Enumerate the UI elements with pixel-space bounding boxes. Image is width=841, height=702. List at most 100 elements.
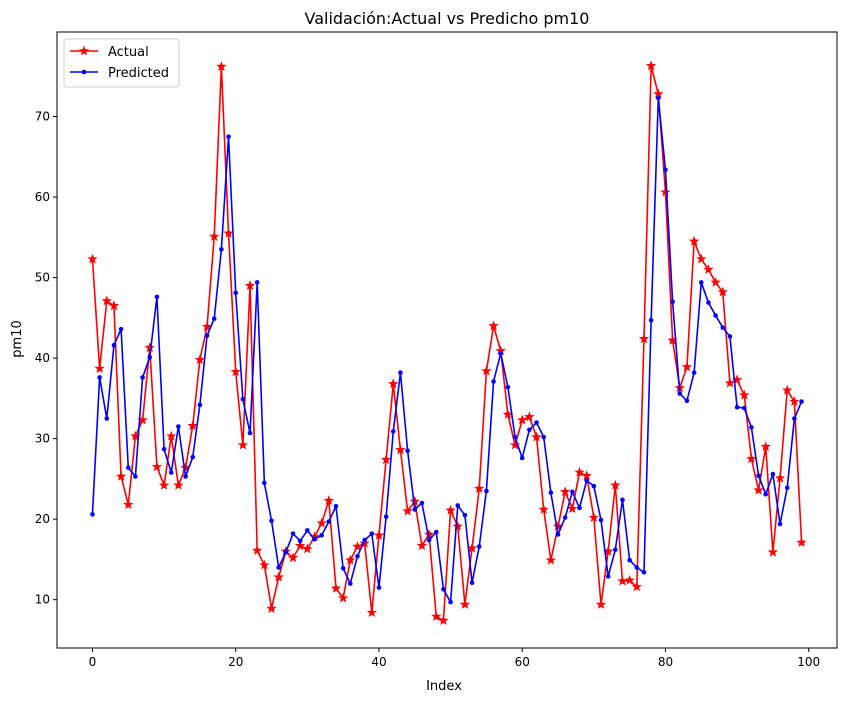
- data-point-actual: [753, 484, 764, 495]
- data-point-predicted: [305, 528, 310, 533]
- data-point-predicted: [176, 424, 181, 429]
- data-point-actual: [581, 470, 592, 481]
- data-point-predicted: [527, 427, 532, 433]
- data-point-actual: [774, 472, 786, 483]
- legend-marker-actual: [78, 45, 90, 56]
- data-point-actual: [173, 479, 184, 490]
- legend-label-predicted: Predicted: [108, 66, 169, 81]
- data-point-actual: [194, 354, 206, 365]
- data-point-predicted: [133, 474, 138, 479]
- data-point-actual: [782, 384, 793, 395]
- data-point-actual: [252, 545, 263, 555]
- data-point-actual: [237, 439, 249, 450]
- data-point-actual: [402, 505, 413, 516]
- data-point-actual: [345, 554, 356, 565]
- data-point-actual: [416, 540, 428, 551]
- data-point-actual: [294, 540, 306, 551]
- data-point-predicted: [204, 333, 210, 338]
- data-point-predicted: [720, 325, 726, 330]
- x-axis: 0 20 40 60 80 100: [89, 648, 820, 669]
- data-point-actual: [230, 366, 241, 377]
- data-point-actual: [158, 479, 170, 490]
- data-point-predicted: [548, 490, 554, 495]
- data-point-actual: [574, 467, 585, 477]
- data-point-predicted: [541, 434, 546, 440]
- data-point-predicted: [749, 425, 754, 430]
- legend: Actual Predicted: [63, 38, 180, 88]
- data-point-actual: [638, 333, 650, 344]
- data-point-actual: [452, 520, 463, 531]
- data-point-predicted: [670, 299, 675, 305]
- series-line-predicted: [91, 97, 803, 603]
- data-point-actual: [767, 546, 779, 557]
- data-point-actual: [94, 363, 105, 374]
- chart-title: Validación:Actual vs Predicho pm10: [305, 9, 590, 28]
- data-point-predicted: [469, 580, 475, 586]
- data-point-predicted: [340, 565, 346, 571]
- data-point-predicted: [498, 350, 504, 356]
- x-tick-label: 20: [228, 655, 243, 669]
- data-point-actual: [266, 603, 277, 613]
- data-point-actual: [323, 495, 335, 506]
- data-point-predicted: [734, 404, 740, 410]
- data-point-predicted: [426, 537, 432, 543]
- data-point-predicted: [441, 586, 446, 592]
- data-point-actual: [559, 486, 571, 497]
- y-tick-label: 20: [35, 512, 50, 526]
- x-tick-label: 80: [658, 655, 673, 669]
- data-point-predicted: [168, 470, 174, 475]
- data-point-actual: [531, 431, 542, 442]
- y-tick-label: 40: [35, 351, 50, 365]
- data-point-actual: [216, 61, 227, 72]
- data-point-actual: [703, 264, 714, 274]
- data-point-predicted: [276, 565, 281, 570]
- data-point-actual: [545, 554, 557, 565]
- data-point-predicted: [118, 326, 124, 332]
- data-point-actual: [488, 320, 499, 331]
- data-point-actual: [660, 186, 671, 197]
- data-point-actual: [123, 499, 134, 510]
- data-point-predicted: [570, 489, 575, 495]
- data-point-actual: [724, 377, 736, 388]
- data-point-predicted: [706, 300, 711, 305]
- data-point-predicted: [663, 167, 668, 172]
- data-point-actual: [201, 321, 213, 332]
- data-point-actual: [746, 453, 757, 464]
- data-point-predicted: [219, 247, 224, 252]
- data-point-actual: [696, 253, 707, 264]
- data-point-predicted: [140, 375, 145, 380]
- data-point-predicted: [161, 446, 167, 452]
- data-point-actual: [187, 420, 198, 431]
- data-point-predicted: [605, 574, 611, 579]
- data-point-actual: [595, 599, 607, 609]
- data-point-actual: [459, 599, 471, 609]
- data-point-predicted: [519, 455, 525, 461]
- data-point-actual: [567, 503, 578, 514]
- legend-item-predicted: Predicted: [70, 66, 169, 81]
- data-point-predicted: [376, 585, 382, 590]
- data-point-actual: [373, 529, 385, 540]
- data-point-actual: [337, 592, 349, 603]
- data-point-predicted: [677, 391, 683, 396]
- data-point-predicted: [555, 532, 561, 537]
- data-point-actual: [681, 361, 693, 372]
- data-point-actual: [388, 378, 399, 389]
- data-point-predicted: [405, 448, 410, 454]
- data-point-predicted: [190, 454, 196, 460]
- data-point-actual: [380, 454, 392, 464]
- data-point-predicted: [455, 503, 461, 508]
- y-axis-label: pm10: [10, 320, 25, 357]
- data-point-predicted: [247, 430, 253, 436]
- data-point-actual: [645, 60, 657, 71]
- x-tick-label: 40: [371, 655, 386, 669]
- data-point-predicted: [398, 370, 403, 375]
- data-point-actual: [108, 300, 120, 311]
- data-point-predicted: [691, 370, 697, 375]
- x-axis-label: Index: [426, 679, 462, 694]
- data-point-predicted: [319, 532, 324, 538]
- data-point-predicted: [484, 488, 489, 494]
- y-tick-label: 10: [35, 593, 50, 607]
- data-point-actual: [474, 483, 485, 493]
